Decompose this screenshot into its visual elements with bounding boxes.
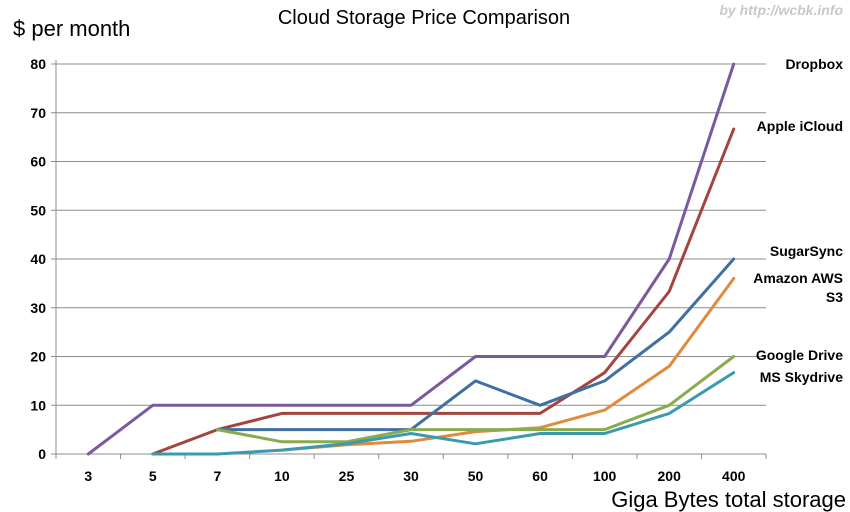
gridlines — [56, 63, 766, 406]
y-tick-label: 60 — [30, 154, 46, 170]
series-label: Amazon AWS — [753, 270, 843, 286]
x-tick-label: 50 — [468, 468, 484, 484]
y-tick-label: 70 — [30, 105, 46, 121]
x-tick-label: 25 — [339, 468, 355, 484]
series-label: S3 — [826, 289, 843, 305]
series-label: Google Drive — [756, 347, 843, 363]
x-tick-label: 60 — [532, 468, 548, 484]
x-tick-label: 200 — [658, 468, 682, 484]
x-tick-label: 3 — [84, 468, 92, 484]
y-tick-label: 10 — [30, 397, 46, 413]
x-axis-label: Giga Bytes total storage — [611, 487, 846, 512]
y-tick-label: 30 — [30, 300, 46, 316]
series-line-amazon-aws-s3 — [280, 277, 736, 452]
x-tick-label: 5 — [149, 468, 157, 484]
series-line-google-drive — [215, 355, 736, 444]
series-line-dropbox — [86, 62, 736, 456]
y-tick-label: 20 — [30, 349, 46, 365]
x-tick-label: 400 — [722, 468, 746, 484]
x-tick-label: 7 — [213, 468, 221, 484]
x-tick-label: 100 — [593, 468, 617, 484]
chart-title: Cloud Storage Price Comparison — [278, 7, 570, 29]
series-label: Apple iCloud — [757, 118, 843, 134]
watermark: by http://wcbk.info — [719, 2, 843, 18]
series-label: SugarSync — [770, 243, 843, 259]
series-line-apple-icloud — [151, 127, 736, 456]
series-lines — [86, 62, 736, 456]
y-tick-label: 50 — [30, 202, 46, 218]
y-tick-label: 0 — [38, 446, 46, 462]
series-label: Dropbox — [785, 56, 843, 72]
series-line-sugarsync — [215, 257, 736, 432]
series-label: MS Skydrive — [760, 369, 843, 385]
y-tick-label: 80 — [30, 56, 46, 72]
series-line-ms-skydrive — [151, 371, 736, 456]
axes: 0 10 20 30 40 50 60 70 80 3 5 7 10 25 30 50 60 100 200 400 — [30, 56, 767, 484]
y-axis-label: $ per month — [13, 16, 130, 41]
x-tick-label: 30 — [403, 468, 419, 484]
x-tick-label: 10 — [274, 468, 290, 484]
series-labels: Dropbox Apple iCloud SugarSync Amazon AWS S3… — [753, 56, 843, 385]
y-tick-label: 40 — [30, 251, 46, 267]
